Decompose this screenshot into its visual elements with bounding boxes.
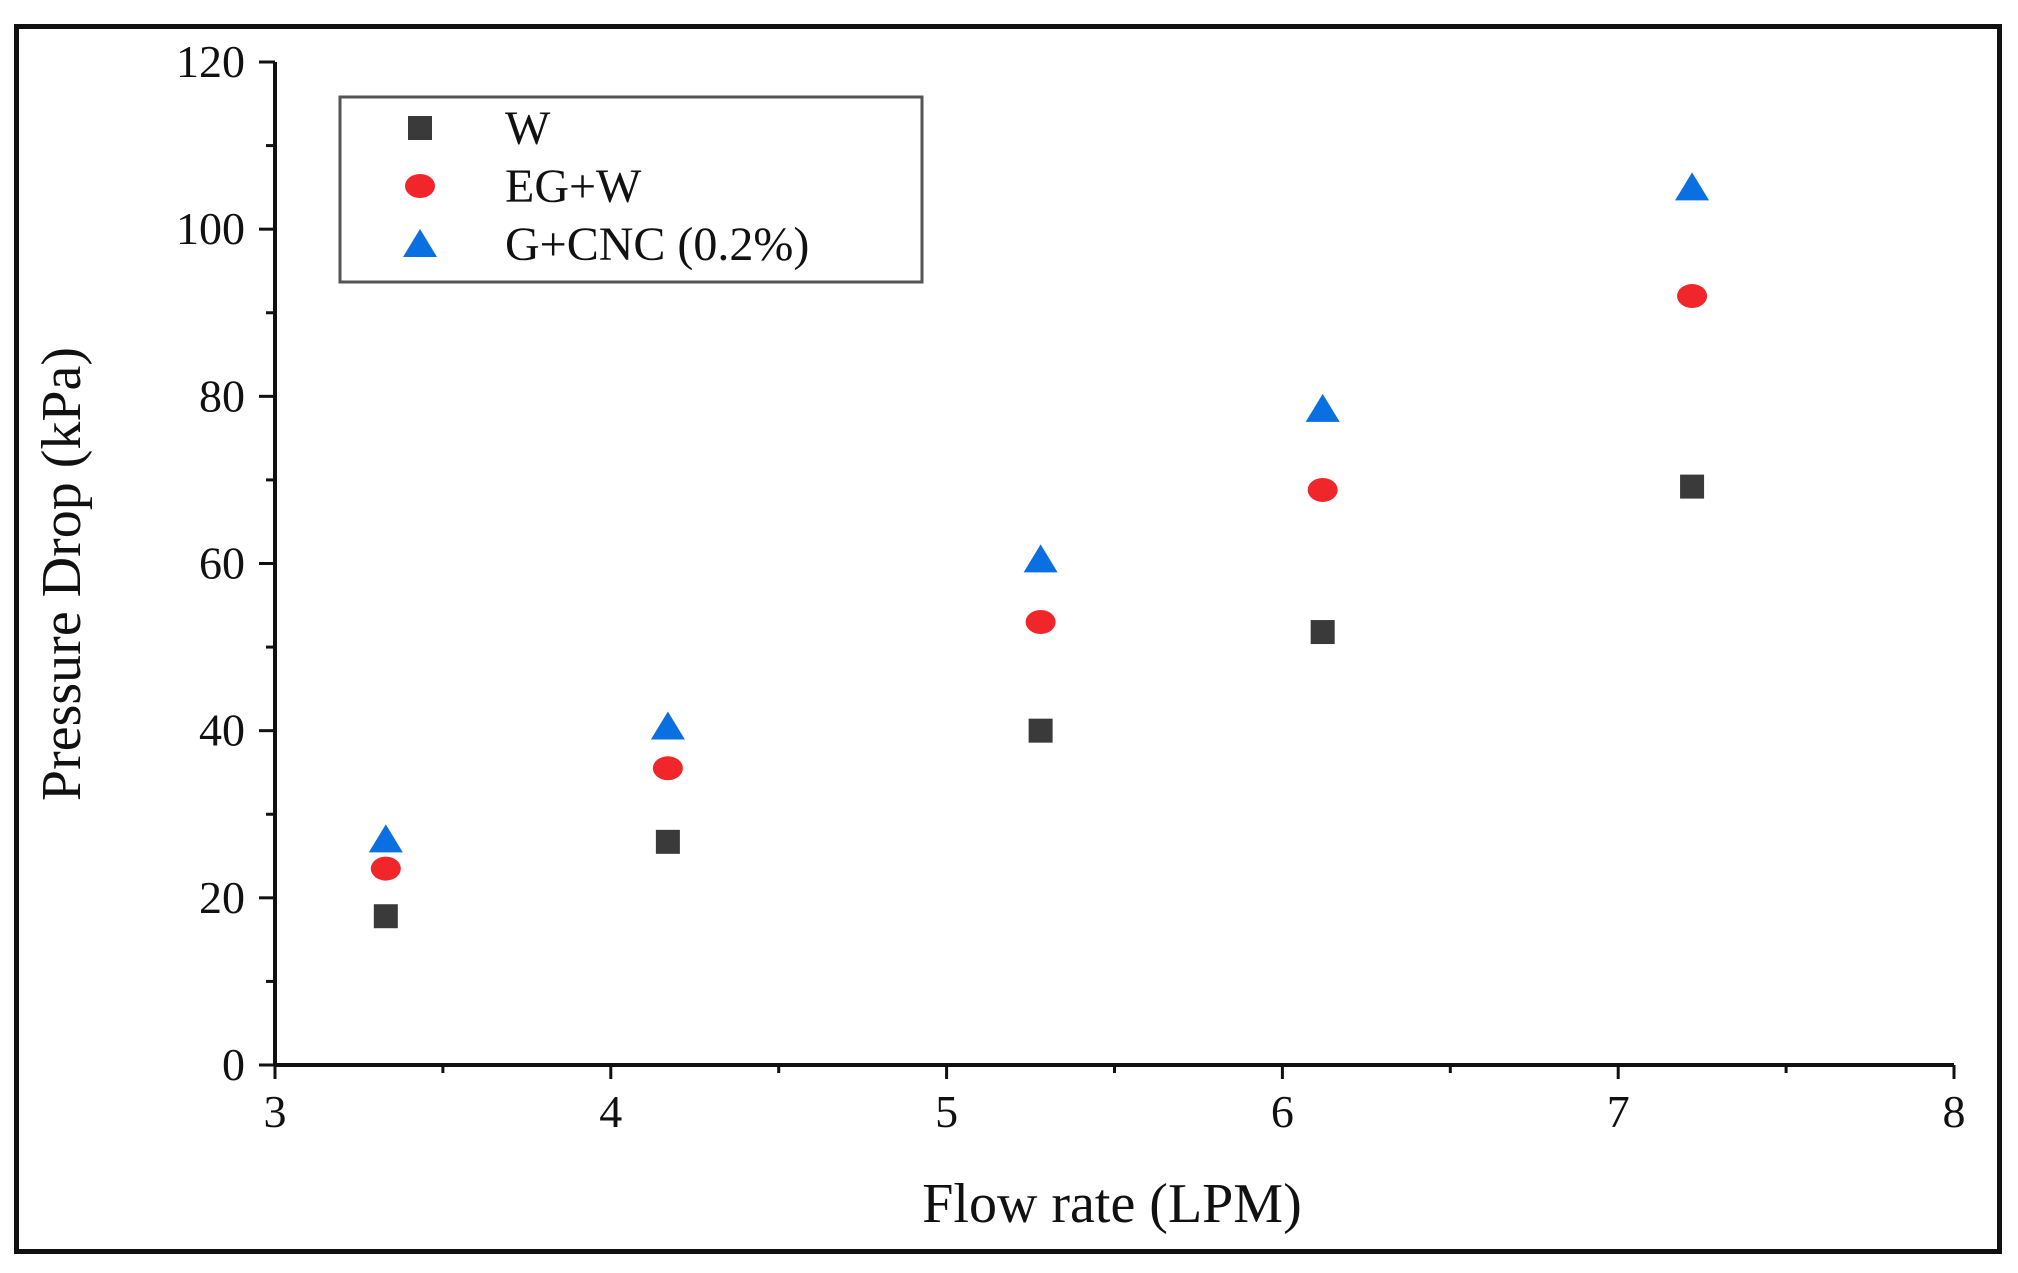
point-circle-series-1 (1025, 610, 1056, 635)
point-circle-series-1 (370, 856, 401, 881)
x-tick-label: 7 (1607, 1086, 1630, 1137)
legend-label-2: G+CNC (0.2%) (505, 218, 809, 271)
legend-box (338, 95, 924, 284)
legend-label-0: W (505, 102, 551, 155)
data-points (368, 172, 1710, 929)
y-tick-label: 100 (176, 203, 245, 254)
x-tick-label: 8 (1943, 1086, 1966, 1137)
point-circle-series-1 (652, 756, 683, 781)
x-axis-title: Flow rate (LPM) (922, 1173, 1302, 1235)
point-circle-series-1 (1307, 477, 1338, 502)
point-triangle-series-2 (1305, 393, 1340, 422)
legend-marker-2 (403, 229, 437, 257)
point-square-series-0 (1680, 474, 1705, 499)
y-tick-label: 20 (199, 872, 245, 923)
y-tick-label: 120 (176, 36, 245, 87)
y-tick-label: 60 (199, 538, 245, 589)
y-tick-label: 0 (222, 1039, 245, 1090)
point-triangle-series-2 (1023, 544, 1058, 573)
point-square-series-0 (1310, 620, 1335, 645)
y-tick-label: 80 (199, 370, 245, 421)
x-tick-label: 5 (935, 1086, 958, 1137)
point-triangle-series-2 (650, 711, 685, 740)
y-tick-label: 40 (199, 705, 245, 756)
point-triangle-series-2 (368, 824, 403, 853)
point-square-series-0 (373, 904, 398, 929)
y-axis-title: Pressure Drop (kPa) (31, 347, 93, 801)
legend-marker-1 (405, 174, 435, 198)
legend-marker-0 (408, 116, 432, 140)
x-tick-label: 6 (1271, 1086, 1294, 1137)
point-triangle-series-2 (1675, 172, 1710, 201)
x-tick-label: 4 (599, 1086, 622, 1137)
point-circle-series-1 (1677, 284, 1708, 309)
legend-label-1: EG+W (505, 160, 642, 213)
x-tick-label: 3 (264, 1086, 287, 1137)
point-square-series-0 (1028, 718, 1053, 743)
legend: WEG+WG+CNC (0.2%) (338, 95, 924, 284)
point-square-series-0 (655, 829, 680, 854)
